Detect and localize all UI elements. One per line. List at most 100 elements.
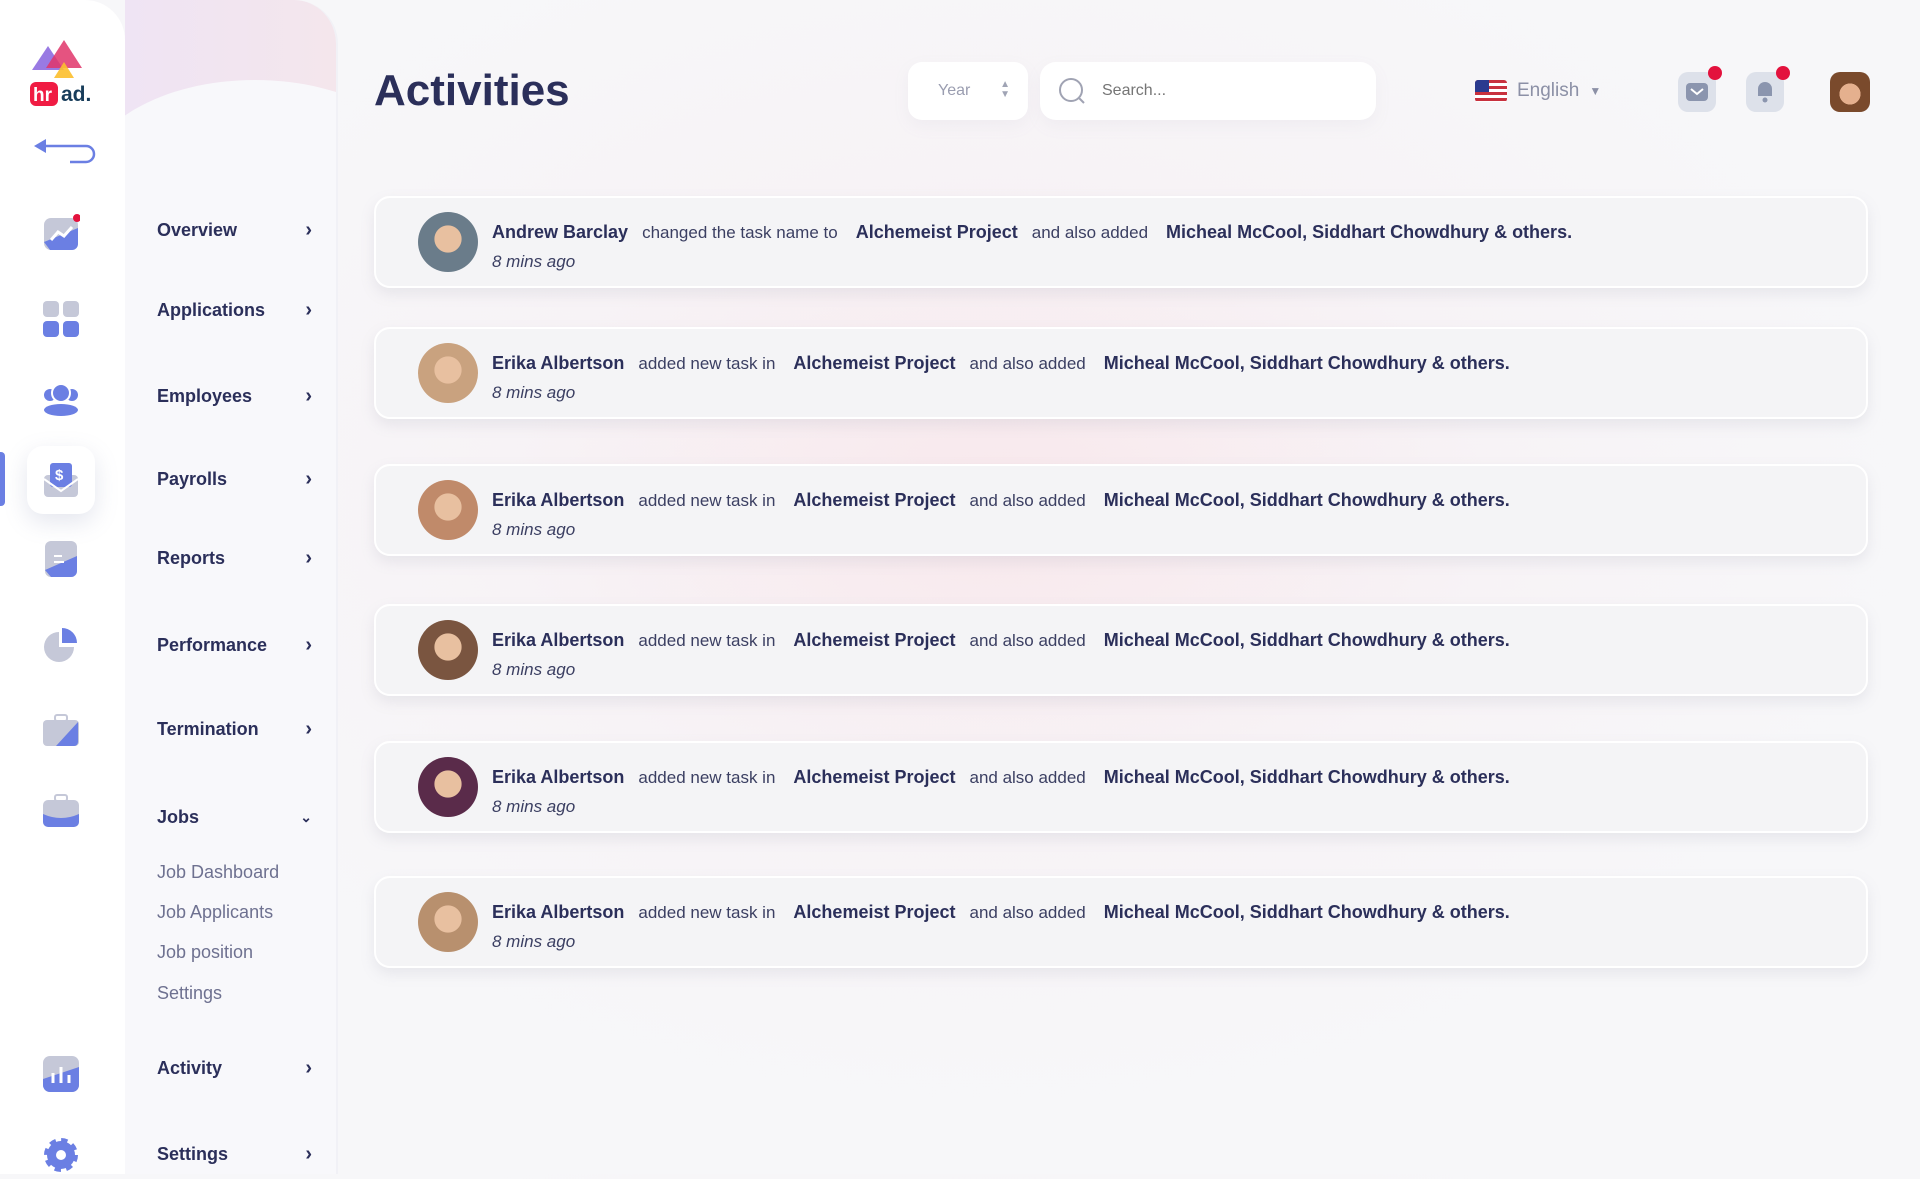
connector-text: and also added: [1031, 223, 1149, 242]
timestamp: 8 mins ago: [492, 660, 576, 679]
sidebar-item-jobs[interactable]: Jobs ⌄: [157, 807, 312, 828]
sidebar-item-performance[interactable]: Performance ›: [157, 634, 312, 657]
project-name[interactable]: Alchemeist Project: [793, 353, 956, 373]
nav-label: Performance: [157, 635, 268, 655]
connector-text: and also added: [969, 491, 1086, 510]
notification-dot: [1776, 66, 1790, 80]
activity-card[interactable]: Andrew Barclay changed the task name to …: [374, 196, 1868, 288]
reports-document-icon[interactable]: [42, 540, 80, 578]
back-arrow-icon[interactable]: [34, 138, 96, 164]
employees-group-icon[interactable]: [42, 380, 80, 418]
chevron-right-icon: ›: [305, 299, 312, 321]
bell-icon: [1758, 82, 1772, 103]
nav-label: Applications: [157, 300, 266, 320]
sidebar-item-reports[interactable]: Reports ›: [157, 547, 312, 570]
sub-item-job-position[interactable]: Job position: [157, 942, 254, 962]
added-people: Micheal McCool, Siddhart Chowdhury & oth…: [1166, 222, 1573, 242]
chevron-right-icon: ›: [305, 634, 312, 656]
messages-button[interactable]: [1678, 66, 1722, 112]
search-icon: [1059, 78, 1085, 104]
chevron-right-icon: ›: [305, 547, 312, 569]
svg-text:ad.: ad.: [61, 83, 91, 106]
sub-item-settings[interactable]: Settings: [157, 983, 223, 1003]
language-label: English: [1517, 80, 1580, 101]
user-avatar: [418, 757, 478, 817]
activity-card[interactable]: Erika Albertson added new task in Alchem…: [374, 876, 1868, 968]
user-avatar: [418, 892, 478, 952]
sidebar-item-payrolls[interactable]: Payrolls ›: [157, 468, 312, 491]
activity-text: Erika Albertson added new task in Alchem…: [492, 490, 1510, 511]
icon-rail: hr ad. $: [0, 0, 125, 1174]
project-name[interactable]: Alchemeist Project: [793, 490, 956, 510]
connector-text: and also added: [969, 354, 1086, 373]
sidebar: [125, 0, 338, 1174]
connector-text: and also added: [969, 631, 1086, 650]
active-indicator: [0, 452, 5, 506]
user-avatar[interactable]: [1830, 72, 1870, 112]
sidebar-item-settings[interactable]: Settings ›: [157, 1143, 312, 1166]
sidebar-item-termination[interactable]: Termination ›: [157, 718, 312, 741]
user-name[interactable]: Erika Albertson: [492, 902, 625, 922]
overview-chart-icon[interactable]: [42, 214, 81, 252]
project-name[interactable]: Alchemeist Project: [793, 630, 956, 650]
user-name[interactable]: Andrew Barclay: [492, 222, 629, 242]
action-text: added new task in: [638, 768, 776, 787]
sidebar-item-applications[interactable]: Applications ›: [157, 299, 312, 322]
project-name[interactable]: Alchemeist Project: [793, 767, 956, 787]
activity-bar-chart-icon[interactable]: [42, 1055, 80, 1093]
nav-label: Jobs: [157, 807, 200, 827]
page-title: Activities: [374, 66, 570, 115]
sidebar-item-activity[interactable]: Activity ›: [157, 1057, 312, 1080]
notifications-button[interactable]: [1746, 66, 1790, 112]
period-select[interactable]: Year ▲ ▼: [908, 62, 1028, 120]
sidebar-item-employees[interactable]: Employees ›: [157, 385, 312, 408]
nav-label: Activity: [157, 1058, 223, 1078]
termination-briefcase-icon[interactable]: [42, 712, 80, 750]
chevron-right-icon: ›: [305, 718, 312, 740]
timestamp: 8 mins ago: [492, 520, 576, 539]
sub-item-job-dashboard[interactable]: Job Dashboard: [157, 862, 280, 882]
user-name[interactable]: Erika Albertson: [492, 353, 625, 373]
nav-label: Overview: [157, 220, 238, 240]
nav-label: Termination: [157, 719, 259, 739]
project-name[interactable]: Alchemeist Project: [793, 902, 956, 922]
activity-card[interactable]: Erika Albertson added new task in Alchem…: [374, 464, 1868, 556]
payrolls-button[interactable]: $: [27, 446, 95, 514]
activity-card[interactable]: Erika Albertson added new task in Alchem…: [374, 604, 1868, 696]
language-select[interactable]: English ▼: [1475, 80, 1601, 102]
user-name[interactable]: Erika Albertson: [492, 630, 625, 650]
nav-label: Reports: [157, 548, 226, 568]
sub-item-job-applicants[interactable]: Job Applicants: [157, 902, 274, 922]
timestamp: 8 mins ago: [492, 797, 576, 816]
hrad-logo[interactable]: hr ad.: [30, 36, 96, 116]
activity-card[interactable]: Erika Albertson added new task in Alchem…: [374, 327, 1868, 419]
user-avatar: [418, 212, 478, 272]
timestamp: 8 mins ago: [492, 932, 576, 951]
search-box[interactable]: [1040, 62, 1376, 120]
user-avatar: [418, 343, 478, 403]
action-text: added new task in: [638, 903, 776, 922]
sidebar-item-overview[interactable]: Overview ›: [157, 219, 312, 242]
chevron-right-icon: ›: [305, 1143, 312, 1165]
activity-text: Erika Albertson added new task in Alchem…: [492, 767, 1510, 788]
settings-gear-icon[interactable]: [42, 1136, 80, 1174]
timestamp: 8 mins ago: [492, 383, 576, 402]
activity-card[interactable]: Erika Albertson added new task in Alchem…: [374, 741, 1868, 833]
jobs-briefcase-icon[interactable]: [42, 792, 80, 830]
nav-label: Settings: [157, 1144, 229, 1164]
activity-text: Erika Albertson added new task in Alchem…: [492, 630, 1510, 651]
search-input[interactable]: [1102, 82, 1362, 100]
added-people: Micheal McCool, Siddhart Chowdhury & oth…: [1103, 630, 1510, 650]
period-value: Year: [938, 82, 971, 99]
connector-text: and also added: [969, 768, 1086, 787]
project-name[interactable]: Alchemeist Project: [855, 222, 1018, 242]
payrolls-envelope-icon: $: [43, 463, 79, 497]
applications-grid-icon[interactable]: [42, 300, 80, 338]
user-avatar: [418, 480, 478, 540]
user-name[interactable]: Erika Albertson: [492, 490, 625, 510]
chevron-down-icon: ⌄: [300, 809, 312, 825]
performance-pie-icon[interactable]: [42, 626, 80, 664]
user-name[interactable]: Erika Albertson: [492, 767, 625, 787]
user-avatar: [418, 620, 478, 680]
us-flag-icon: [1475, 80, 1507, 102]
